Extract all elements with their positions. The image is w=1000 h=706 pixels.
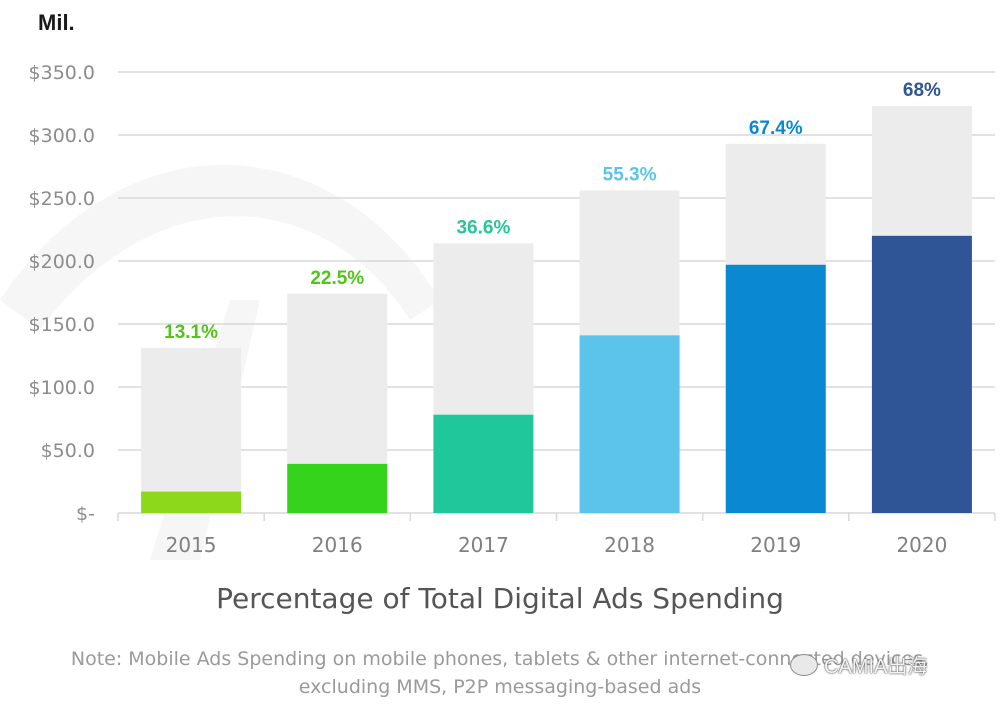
percent-label: 67.4%: [749, 118, 803, 139]
y-tick-label: $250.0: [29, 188, 95, 210]
watermark-text: CAMIA出海: [824, 656, 928, 678]
x-tick-label: 2015: [166, 533, 217, 557]
y-tick-label: $100.0: [29, 377, 95, 399]
x-tick-label: 2020: [896, 533, 947, 557]
x-tick-label: 2018: [604, 533, 655, 557]
total-bar: [141, 347, 242, 513]
unit-label: Mil.: [38, 10, 75, 35]
percent-label: 13.1%: [164, 322, 218, 343]
percent-label: 36.6%: [456, 217, 510, 238]
y-tick-label: $350.0: [29, 62, 95, 84]
watermark: CAMIA出海: [790, 650, 927, 679]
y-tick-label: $150.0: [29, 314, 95, 336]
mobile-bar: [287, 463, 388, 513]
footnote: Note: Mobile Ads Spending on mobile phon…: [0, 645, 1000, 701]
wechat-icon: [790, 653, 818, 676]
y-tick-label: $-: [76, 503, 95, 525]
percent-label: 22.5%: [310, 268, 364, 289]
mobile-bar: [579, 335, 680, 513]
y-tick-label: $50.0: [41, 440, 95, 462]
mobile-bar: [433, 414, 534, 513]
mobile-bar: [141, 491, 242, 513]
watermark-swoosh: [0, 165, 440, 330]
footnote-line-2: excluding MMS, P2P messaging-based ads: [298, 676, 702, 698]
percent-label: 55.3%: [603, 164, 657, 185]
mobile-bar: [871, 235, 972, 514]
y-tick-label: $200.0: [29, 251, 95, 273]
percent-label: 68%: [903, 80, 941, 101]
y-tick-label: $300.0: [29, 125, 95, 147]
x-axis-title: Percentage of Total Digital Ads Spending: [216, 582, 784, 615]
x-tick-label: 2019: [750, 533, 801, 557]
mobile-bar: [725, 264, 826, 513]
x-tick-label: 2016: [312, 533, 363, 557]
footnote-line-1: Note: Mobile Ads Spending on mobile phon…: [70, 648, 930, 670]
x-tick-label: 2017: [458, 533, 509, 557]
